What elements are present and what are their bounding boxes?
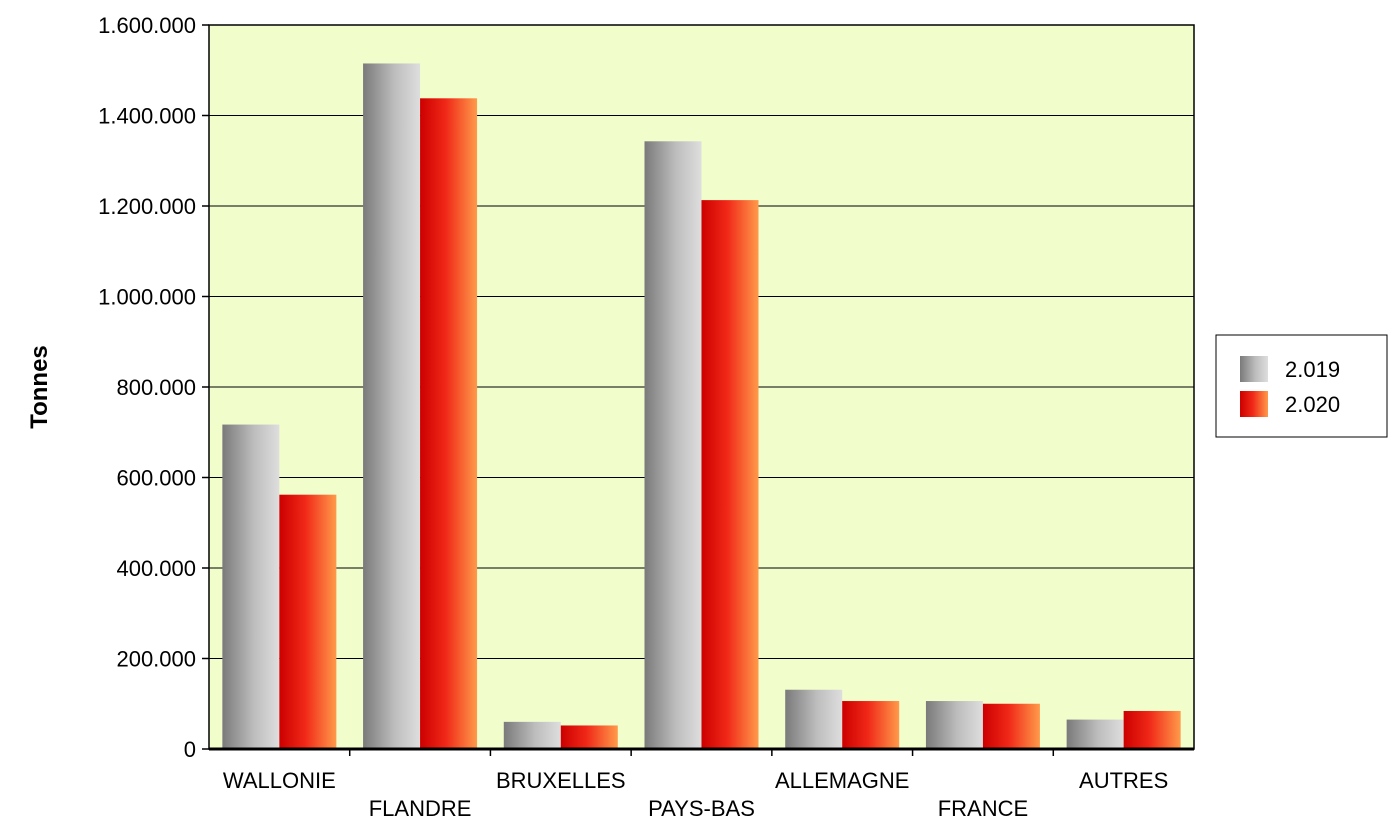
legend-box xyxy=(1215,334,1388,438)
x-tick-label: AUTRES xyxy=(1079,768,1168,793)
x-tick-label: ALLEMAGNE xyxy=(775,768,910,793)
bar-allemagne-series-1 xyxy=(842,701,900,749)
y-tick-label: 200.000 xyxy=(116,647,196,672)
bar-flandre-series-0 xyxy=(363,63,421,749)
y-tick-label: 1.600.000 xyxy=(98,13,196,38)
legend-swatch xyxy=(1240,356,1268,382)
bar-wallonie-series-1 xyxy=(279,494,337,749)
legend-label: 2.019 xyxy=(1285,357,1340,382)
bar-flandre-series-1 xyxy=(420,98,478,750)
x-tick-label: BRUXELLES xyxy=(496,768,626,793)
bars xyxy=(222,63,1181,750)
bar-autres-series-0 xyxy=(1066,719,1124,749)
x-tick-label: FRANCE xyxy=(938,796,1028,821)
y-tick-label: 1.000.000 xyxy=(98,285,196,310)
bar-france-series-0 xyxy=(925,701,983,749)
bar-autres-series-1 xyxy=(1123,710,1181,749)
y-tick-label: 800.000 xyxy=(116,375,196,400)
y-axis-title: Tonnes xyxy=(26,345,53,429)
bar-allemagne-series-0 xyxy=(785,689,843,749)
bar-pays-bas-series-0 xyxy=(644,141,702,750)
x-tick-label: WALLONIE xyxy=(223,768,336,793)
x-axis-ticks: WALLONIE FLANDRE BRUXELLES PAYS-BAS ALLEMAGN… xyxy=(223,749,1168,821)
bar-bruxelles-series-1 xyxy=(560,725,618,749)
bar-pays-bas-series-1 xyxy=(701,200,759,749)
legend-swatch xyxy=(1240,391,1268,417)
x-tick-label: PAYS-BAS xyxy=(648,796,755,821)
bar-france-series-1 xyxy=(982,703,1040,749)
y-tick-label: 600.000 xyxy=(116,466,196,491)
legend-label: 2.020 xyxy=(1285,392,1340,417)
bar-bruxelles-series-0 xyxy=(503,721,561,749)
y-tick-label: 0 xyxy=(184,737,196,762)
bar-wallonie-series-0 xyxy=(222,424,280,749)
y-tick-label: 400.000 xyxy=(116,556,196,581)
y-tick-label: 1.400.000 xyxy=(98,104,196,129)
x-tick-label: FLANDRE xyxy=(369,796,472,821)
y-axis-ticks: 0 200.000 400.000 600.000 800.000 1.000.000 1.… xyxy=(98,13,209,762)
y-tick-label: 1.200.000 xyxy=(98,194,196,219)
legend: 2.019 2.020 xyxy=(1215,334,1388,438)
